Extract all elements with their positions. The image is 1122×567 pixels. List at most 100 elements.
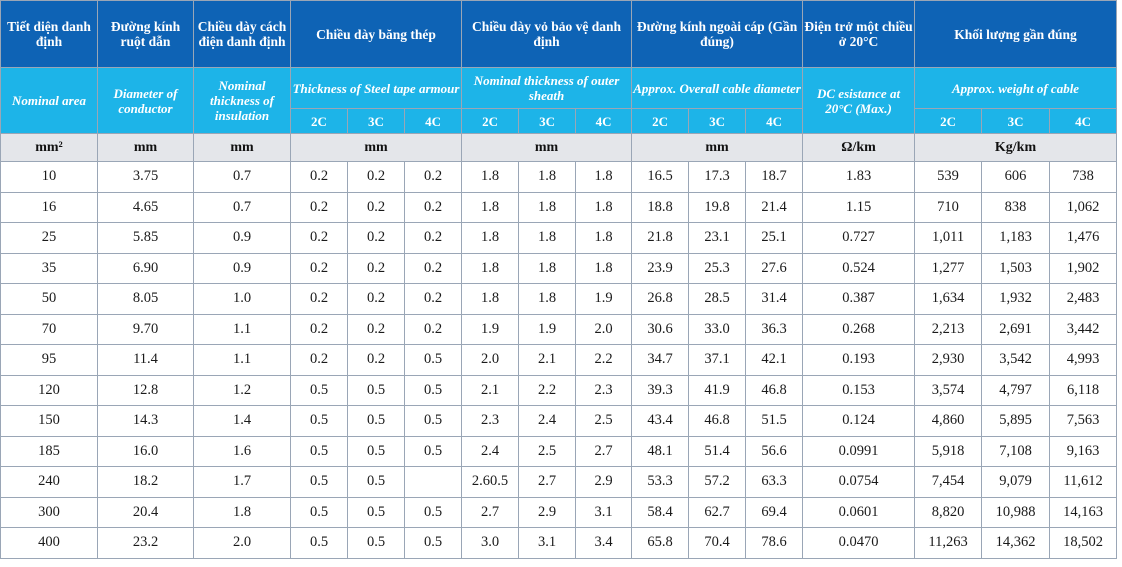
header-area-vi: Tiết diện danh định xyxy=(0,0,98,68)
table-cell: 1.8 xyxy=(461,161,520,193)
table-cell: 1.8 xyxy=(518,252,577,284)
table-cell: 11,263 xyxy=(914,527,983,559)
table-cell: 43.4 xyxy=(631,405,690,437)
table-cell: 46.8 xyxy=(745,374,804,406)
cell-nominal-area: 300 xyxy=(0,496,98,528)
table-row: 50 8.05 1.0 0.2 0.2 0.2 1.8 1.8 1.9 26.8 28.5 31.4 0… xyxy=(0,283,1118,315)
table-cell: 28.5 xyxy=(688,283,747,315)
table-cell: 48.1 xyxy=(631,435,690,467)
table-cell: 16.5 xyxy=(631,161,690,193)
table-cell: 1.8 xyxy=(518,191,577,223)
table-body: 10 3.75 0.7 0.2 0.2 0.2 1.8 1.8 1.8 16.5 17.3 18.7 1… xyxy=(0,161,1118,559)
table-cell: 539 xyxy=(914,161,983,193)
table-cell: 3,574 xyxy=(914,374,983,406)
table-cell: 0.2 xyxy=(403,191,463,223)
unit-weight: Kg/km xyxy=(914,133,1118,162)
table-cell: 3,442 xyxy=(1049,313,1118,345)
unit-area: mm² xyxy=(0,133,98,162)
header-row-english: Nominal area Diameter of conductor Nomin… xyxy=(0,67,1118,134)
table-cell: 7,454 xyxy=(914,466,983,498)
table-cell: 0.2 xyxy=(290,161,348,193)
table-cell: 0.2 xyxy=(403,313,463,345)
table-cell: 2.7 xyxy=(575,435,633,467)
table-cell: 0.268 xyxy=(802,313,916,345)
table-cell: 0.5 xyxy=(347,435,405,467)
table-cell: 0.5 xyxy=(290,405,348,437)
table-cell: 0.5 xyxy=(347,466,405,498)
header-overall-en: Approx. Overall cable diameter xyxy=(631,67,804,109)
table-cell: 2.60.5 xyxy=(461,466,520,498)
cell-nominal-area: 50 xyxy=(0,283,98,315)
table-cell: 0.0991 xyxy=(802,435,916,467)
table-cell: 3.1 xyxy=(575,496,633,528)
table-cell: 1.8 xyxy=(518,161,577,193)
table-cell: 21.8 xyxy=(631,222,690,254)
table-cell: 0.0754 xyxy=(802,466,916,498)
table-cell: 1,476 xyxy=(1049,222,1118,254)
table-cell: 1.9 xyxy=(461,313,520,345)
table-cell: 1.8 xyxy=(575,161,633,193)
table-cell: 3,542 xyxy=(981,344,1051,376)
table-cell: 2.0 xyxy=(461,344,520,376)
table-cell: 27.6 xyxy=(745,252,804,284)
table-cell: 2.1 xyxy=(518,344,577,376)
table-cell: 65.8 xyxy=(631,527,690,559)
table-cell xyxy=(403,466,463,498)
cell-nominal-area: 25 xyxy=(0,222,98,254)
table-cell: 2.5 xyxy=(575,405,633,437)
cell-nominal-area: 185 xyxy=(0,435,98,467)
header-area-en: Nominal area xyxy=(0,67,98,134)
table-cell: 0.2 xyxy=(290,252,348,284)
table-cell: 606 xyxy=(981,161,1051,193)
table-row: 150 14.3 1.4 0.5 0.5 0.5 2.3 2.4 2.5 43.4 46.8 51.5… xyxy=(0,405,1118,437)
table-cell: 14.3 xyxy=(97,405,194,437)
table-cell: 18.7 xyxy=(745,161,804,193)
table-cell: 1.8 xyxy=(461,191,520,223)
table-cell: 16.0 xyxy=(97,435,194,467)
table-cell: 1.8 xyxy=(461,252,520,284)
table-cell: 0.2 xyxy=(347,222,405,254)
table-cell: 56.6 xyxy=(745,435,804,467)
table-cell: 2.9 xyxy=(575,466,633,498)
table-cell: 2.1 xyxy=(461,374,520,406)
table-cell: 21.4 xyxy=(745,191,804,223)
table-cell: 18.8 xyxy=(631,191,690,223)
table-cell: 2.4 xyxy=(518,405,577,437)
core-label: 4C xyxy=(745,108,804,134)
table-cell: 51.5 xyxy=(745,405,804,437)
table-cell: 1.8 xyxy=(518,283,577,315)
cell-nominal-area: 400 xyxy=(0,527,98,559)
header-row-vietnamese: Tiết diện danh định Đường kính ruột dẫn … xyxy=(0,0,1118,68)
core-label: 4C xyxy=(1049,108,1118,134)
table-cell: 0.387 xyxy=(802,283,916,315)
core-label: 4C xyxy=(403,108,463,134)
table-cell: 2.5 xyxy=(518,435,577,467)
table-cell: 0.2 xyxy=(347,191,405,223)
table-cell: 1.8 xyxy=(575,252,633,284)
header-diameter-vi: Đường kính ruột dẫn xyxy=(97,0,194,68)
table-row: 400 23.2 2.0 0.5 0.5 0.5 3.0 3.1 3.4 65.8 70.4 78.6… xyxy=(0,527,1118,559)
table-cell: 0.5 xyxy=(290,496,348,528)
table-cell: 18.2 xyxy=(97,466,194,498)
table-cell: 1.9 xyxy=(518,313,577,345)
table-cell: 0.2 xyxy=(347,344,405,376)
unit-diameter: mm xyxy=(97,133,194,162)
table-cell: 838 xyxy=(981,191,1051,223)
table-cell: 2,930 xyxy=(914,344,983,376)
table-cell: 11.4 xyxy=(97,344,194,376)
table-cell: 23.1 xyxy=(688,222,747,254)
cell-nominal-area: 35 xyxy=(0,252,98,284)
table-cell: 1.0 xyxy=(193,283,291,315)
table-cell: 1,503 xyxy=(981,252,1051,284)
table-cell: 1,902 xyxy=(1049,252,1118,284)
table-cell: 10,988 xyxy=(981,496,1051,528)
table-cell: 2.2 xyxy=(518,374,577,406)
header-weight-en: Approx. weight of cable xyxy=(914,67,1118,109)
table-cell: 1,062 xyxy=(1049,191,1118,223)
unit-overall: mm xyxy=(631,133,804,162)
table-cell: 37.1 xyxy=(688,344,747,376)
table-cell: 5.85 xyxy=(97,222,194,254)
table-cell: 2.9 xyxy=(518,496,577,528)
table-cell: 1.8 xyxy=(575,222,633,254)
